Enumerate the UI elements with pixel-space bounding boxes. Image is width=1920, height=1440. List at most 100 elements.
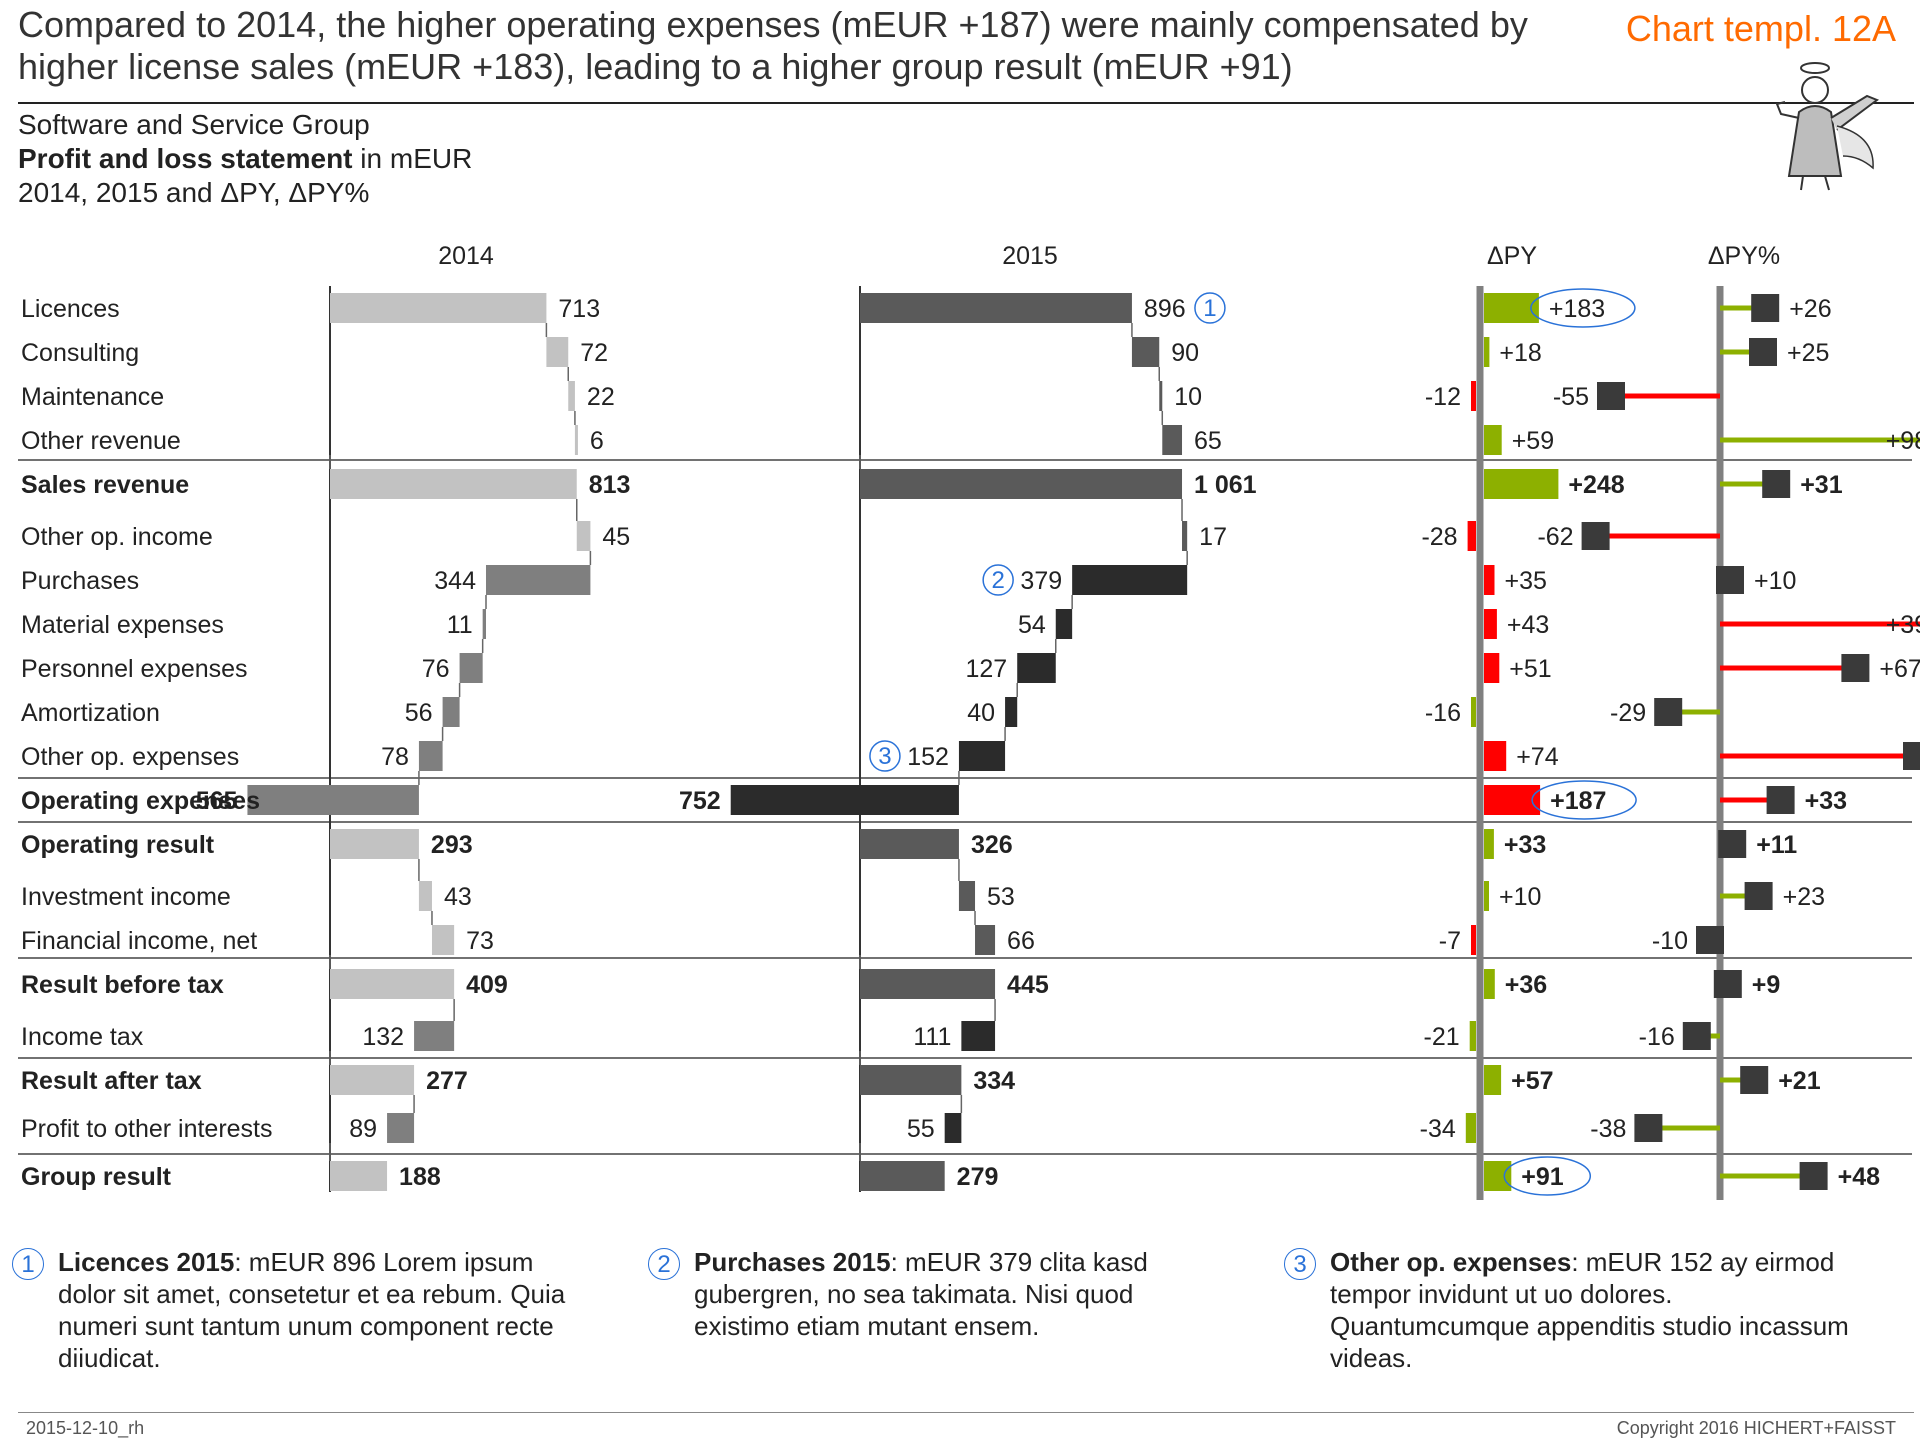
value-label-2014: 56 [405,699,433,727]
delta-bar [1484,829,1494,859]
value-label-2015: 66 [1007,927,1035,955]
pct-marker [1597,382,1625,410]
template-tag: Chart templ. 12A [1625,8,1896,49]
delta-label: +187 [1550,787,1606,815]
pct-marker [1740,1066,1769,1094]
pct-label: +391 [1886,611,1920,639]
footnote-3: 3 Other op. expenses: mEUR 152 ay eirmod… [1284,1246,1870,1374]
bar-2014 [330,469,577,499]
pct-label: +10 [1754,567,1796,595]
value-label-2015: 334 [973,1067,1015,1095]
value-label-2015: 1 061 [1194,471,1257,499]
delta-bar [1467,521,1476,551]
highlight-marker-circle [869,740,901,772]
delta-label: +35 [1505,567,1547,595]
subtitle-unit: in mEUR [352,143,473,174]
value-label-2015: 326 [971,831,1013,859]
pct-label: -55 [1553,383,1589,411]
bar-2014 [387,1113,415,1143]
bar-2015 [944,1113,962,1143]
value-label-2014: 78 [381,743,409,771]
value-label-2015: 896 [1144,295,1186,323]
bar-2014 [418,741,443,771]
pct-marker [1716,566,1744,594]
bar-2015 [860,1161,945,1191]
delta-label: -21 [1424,1023,1460,1051]
delta-label: -28 [1421,523,1457,551]
delta-bar [1484,785,1541,815]
column-header-dpy: ΔPY [1487,242,1537,270]
value-label-2015: 17 [1199,523,1227,551]
footnote-3-number: 3 [1284,1248,1316,1280]
value-label-2014: 565 [196,787,238,815]
row-label: Financial income, net [21,927,257,955]
delta-bar [1484,969,1495,999]
footnote-1-text: : mEUR 896 Lorem ipsum dolor sit amet, c… [58,1247,566,1373]
bar-2015 [1072,565,1188,595]
subtitle-statement: Profit and loss statement in mEUR [18,142,472,176]
value-label-2014: 344 [434,567,476,595]
bar-2014 [330,829,419,859]
highlight-marker-number: 3 [878,743,891,770]
delta-bar [1484,469,1559,499]
bar-2014 [431,925,455,955]
value-label-2014: 409 [466,971,508,999]
footer-copyright: Copyright 2016 HICHERT+FAISST [1616,1418,1896,1438]
pct-label: +48 [1838,1163,1881,1191]
row-label: Operating result [21,831,215,859]
delta-label: -16 [1425,699,1461,727]
value-label-2015: 445 [1007,971,1049,999]
angel-mascot-icon [1775,62,1880,191]
bar-2014 [414,1021,455,1051]
footer-rule [18,1412,1914,1413]
row-label: Material expenses [21,611,224,639]
bar-2015 [1131,337,1160,367]
bar-2014 [442,697,460,727]
column-header-2015: 2015 [1002,242,1058,270]
pct-marker [1762,470,1791,498]
delta-label: +43 [1507,611,1549,639]
value-label-2015: 53 [987,883,1015,911]
bar-2015 [730,785,959,815]
bar-2014 [330,1161,388,1191]
pct-label: -38 [1590,1115,1626,1143]
row-label: Investment income [21,883,231,911]
footnote-2-text: : mEUR 379 clita kasd gubergren, no sea … [694,1247,1148,1341]
bar-2014 [546,337,569,367]
pct-marker [1749,338,1777,366]
bar-2015 [860,829,959,859]
highlight-marker-circle [982,564,1014,596]
footer-date: 2015-12-10_rh [26,1418,145,1438]
delta-bar [1465,1113,1476,1143]
footnote-1-number: 1 [12,1248,44,1280]
bar-2014 [330,969,455,999]
delta-label: +33 [1504,831,1546,859]
pct-label: +31 [1800,471,1843,499]
value-label-2014: 713 [558,295,600,323]
bar-2015 [860,1065,962,1095]
pct-label: +26 [1789,295,1831,323]
footnote-2-title: Purchases 2015 [694,1247,891,1277]
bar-2014 [568,381,575,411]
row-label: Profit to other interests [21,1115,273,1143]
value-label-2014: 89 [349,1115,377,1143]
delta-bar [1484,1161,1512,1191]
delta-label: +74 [1516,743,1559,771]
value-label-2014: 293 [431,831,473,859]
pct-marker [1634,1114,1663,1142]
bar-2014 [418,881,432,911]
bar-2014 [330,1065,415,1095]
bar-2015 [975,925,996,955]
bar-2015 [961,1021,996,1051]
value-label-2015: 127 [965,655,1007,683]
row-label: Other op. expenses [21,743,239,771]
row-label: Other revenue [21,427,181,455]
column-header-dpy-pct: ΔPY% [1708,242,1780,270]
delta-bar [1471,925,1476,955]
value-label-2014: 277 [426,1067,468,1095]
value-label-2015: 54 [1018,611,1046,639]
delta-bar [1484,1065,1502,1095]
highlight-marker-number: 1 [1203,295,1216,322]
pct-marker [1903,742,1920,770]
delta-label: +57 [1511,1067,1553,1095]
